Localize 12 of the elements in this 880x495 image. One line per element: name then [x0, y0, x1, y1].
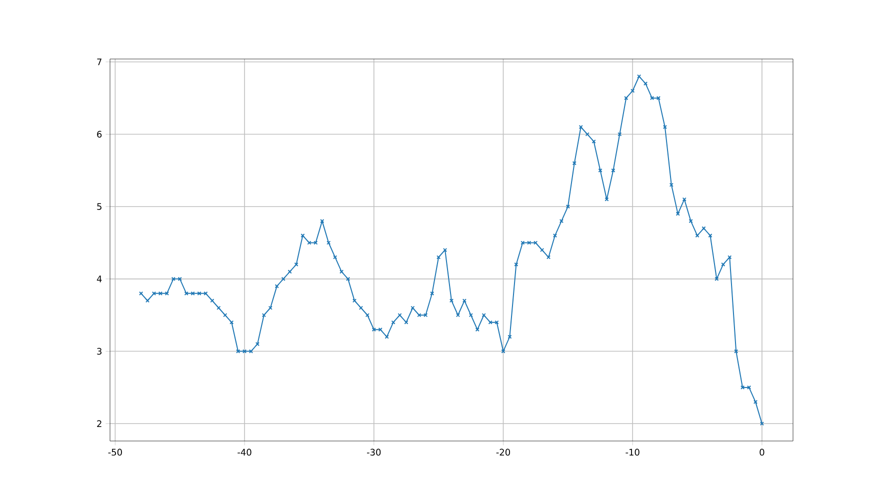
y-tick-label: 6: [97, 130, 102, 138]
y-tick-label: 7: [97, 58, 102, 66]
x-tick-label: -40: [238, 448, 252, 456]
x-tick-label: -20: [496, 448, 510, 456]
y-tick-label: 4: [96, 276, 102, 282]
x-tick-label: -10: [626, 448, 640, 456]
y-tick-label: 3: [97, 348, 102, 355]
x-tick-label: 0: [760, 448, 764, 456]
y-tick-label: 5: [97, 203, 102, 210]
y-tick-label: 2: [97, 420, 102, 427]
x-tick-label: -30: [366, 448, 381, 456]
x-tick-label: -50: [108, 448, 122, 456]
